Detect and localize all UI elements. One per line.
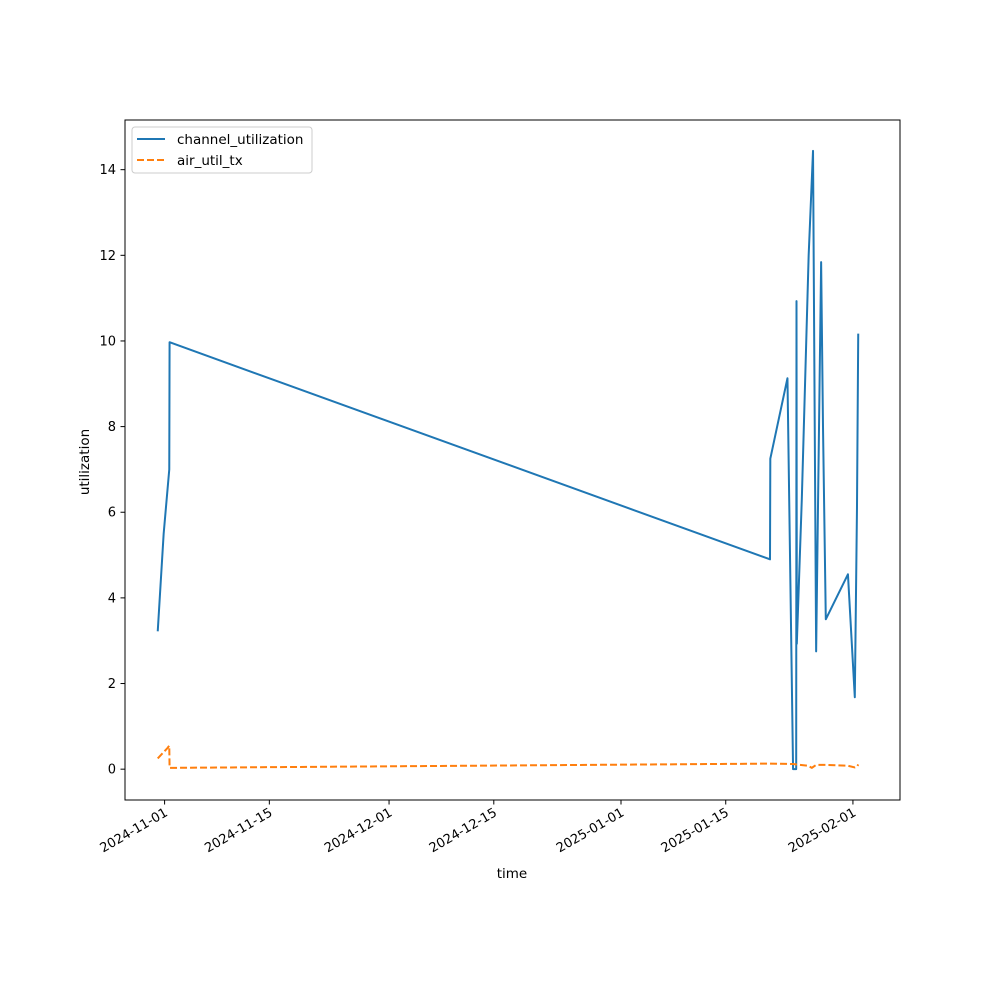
y-tick-label: 14 xyxy=(99,163,116,178)
series-layer xyxy=(156,149,860,771)
x-axis-label: time xyxy=(497,866,528,882)
y-axis-label: utilization xyxy=(77,429,93,495)
y-tick-label: 10 xyxy=(99,334,116,349)
y-tick-label: 8 xyxy=(108,420,116,435)
series-line-air-util-tx xyxy=(156,744,860,769)
y-tick-label: 4 xyxy=(108,591,116,606)
y-tick-label: 2 xyxy=(108,677,116,692)
plot-frame xyxy=(124,119,901,801)
legend-box xyxy=(131,126,313,174)
y-tick-label: 0 xyxy=(108,763,116,778)
legend-label-channel-utilization: channel_utilization xyxy=(177,132,304,148)
y-tick-label: 12 xyxy=(99,249,116,264)
y-tick-label: 6 xyxy=(108,506,116,521)
series-line-channel-utilization xyxy=(156,149,860,771)
legend-label-air-util-tx: air_util_tx xyxy=(177,153,243,169)
legend: channel_utilization air_util_tx xyxy=(131,126,313,174)
y-axis: 0 2 4 6 8 10 12 14 xyxy=(99,163,125,778)
